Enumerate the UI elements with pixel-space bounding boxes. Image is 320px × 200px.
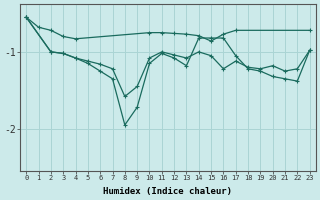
X-axis label: Humidex (Indice chaleur): Humidex (Indice chaleur) [103,187,232,196]
